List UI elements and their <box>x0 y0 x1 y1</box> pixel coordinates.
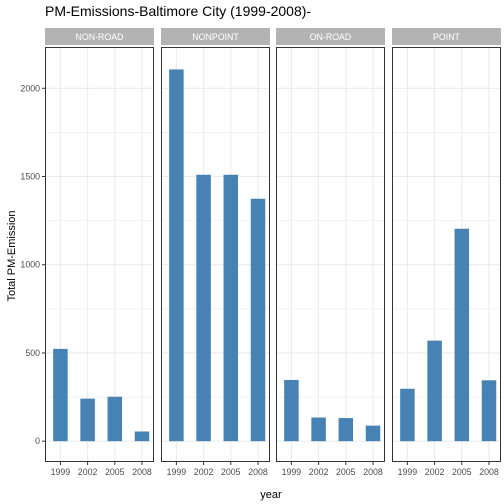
panel-border <box>276 47 385 462</box>
bar <box>169 69 184 442</box>
x-tick-label: 2008 <box>363 467 383 477</box>
bar <box>53 348 68 442</box>
y-tick-label: 1000 <box>20 260 40 270</box>
panel-border <box>45 47 154 462</box>
bar <box>107 396 123 442</box>
facet-strip-label: NON-ROAD <box>76 32 124 42</box>
bar <box>400 388 415 442</box>
panel-point: POINT 1999 2002 2005 2008 <box>392 28 501 477</box>
facet-strip <box>161 28 270 45</box>
x-tick-label: 1999 <box>398 467 418 477</box>
panel-nonpoint: NONPOINT 1999 2002 2005 2008 <box>161 28 270 477</box>
x-tick-label: 2008 <box>479 467 499 477</box>
x-tick-label: 2005 <box>221 467 241 477</box>
bar <box>80 398 95 442</box>
x-tick-label: 2005 <box>452 467 472 477</box>
chart-title: PM-Emissions-Baltimore City (1999-2008)- <box>45 3 311 19</box>
facet-strip <box>276 28 385 45</box>
y-tick-label: 2000 <box>20 83 40 93</box>
x-tick-label: 2008 <box>248 467 268 477</box>
bar <box>284 379 299 442</box>
x-tick-label: 2002 <box>425 467 445 477</box>
x-tick-label: 2002 <box>78 467 98 477</box>
bar <box>250 198 266 442</box>
panel-non-road: NON-ROAD 1999 2002 2005 2008 <box>45 28 154 477</box>
facet-strip-label: POINT <box>433 32 461 42</box>
panel-on-road: ON-ROAD 1999 2002 2005 2008 <box>276 28 385 477</box>
bar <box>454 228 470 442</box>
x-tick-label: 2008 <box>132 467 152 477</box>
y-tick-label: 1500 <box>20 172 40 182</box>
facet-strip <box>392 28 501 45</box>
panel-border <box>392 47 501 462</box>
bar <box>338 418 354 442</box>
x-tick-label: 2002 <box>309 467 329 477</box>
facet-strip-label: NONPOINT <box>192 32 239 42</box>
x-tick-label: 1999 <box>282 467 302 477</box>
bar <box>427 340 442 442</box>
bar <box>196 174 211 442</box>
bar <box>134 431 150 442</box>
bar <box>223 174 239 442</box>
facet-strip-label: ON-ROAD <box>310 32 352 42</box>
y-tick-label: 500 <box>25 348 40 358</box>
facet-panels: NON-ROAD 1999 2002 2005 2008 NONPOINT 1999 2002… <box>45 28 501 477</box>
y-axis: 0 500 1000 1500 2000 <box>20 83 45 446</box>
panel-border <box>161 47 270 462</box>
x-tick-label: 2005 <box>105 467 125 477</box>
y-axis-title: Total PM-Emission <box>6 210 18 301</box>
y-tick-label: 0 <box>35 436 40 446</box>
bar <box>481 380 497 442</box>
facet-strip <box>45 28 154 45</box>
x-axis-title: year <box>260 489 282 501</box>
bar <box>365 425 381 442</box>
x-tick-label: 2005 <box>336 467 356 477</box>
x-tick-label: 2002 <box>194 467 214 477</box>
x-tick-label: 1999 <box>167 467 187 477</box>
bar <box>311 417 326 442</box>
x-tick-label: 1999 <box>51 467 71 477</box>
